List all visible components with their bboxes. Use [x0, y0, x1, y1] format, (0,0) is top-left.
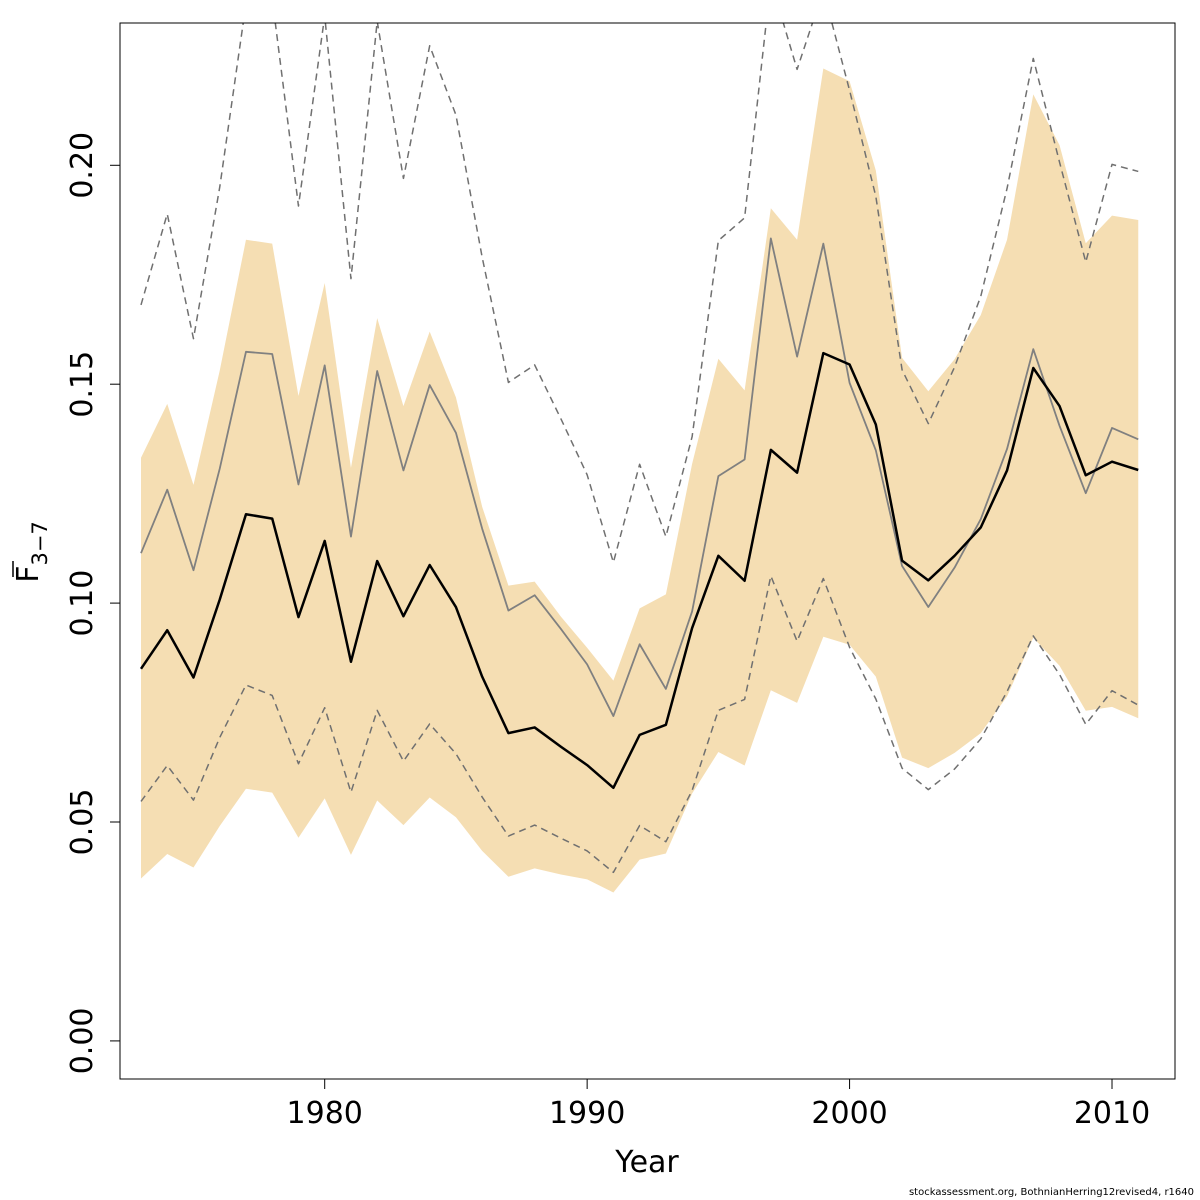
x-tick-label: 1990: [549, 1096, 625, 1131]
upper-bound-dashed-line: [140, 23, 1139, 564]
lower-bound-dashed-line: [140, 575, 1139, 874]
y-tick-label: 0.15: [65, 351, 100, 418]
x-axis: 1980 1990 2000 2010: [287, 1079, 1150, 1131]
x-tick-label: 2000: [811, 1096, 887, 1131]
confidence-band: [141, 68, 1139, 893]
y-axis-title: F3−7: [11, 521, 52, 583]
y-tick-label: 0.20: [65, 132, 100, 199]
footer-note: stockassessment.org, BothnianHerring12re…: [908, 1187, 1194, 1198]
confidence-band-layer: [141, 68, 1139, 893]
x-tick-label: 1980: [287, 1096, 363, 1131]
y-tick-label: 0.00: [65, 1008, 100, 1075]
y-axis: 0.00 0.05 0.10 0.15 0.20: [65, 132, 120, 1074]
plot-frame: [119, 22, 1176, 1080]
svg-text:F3−7: F3−7: [11, 521, 52, 583]
estimate-line: [139, 351, 1139, 790]
y-tick-label: 0.10: [65, 570, 100, 637]
x-axis-title: Year: [614, 1145, 679, 1180]
y-tick-label: 0.05: [65, 789, 100, 856]
series-layer: [139, 23, 1139, 874]
y-axis-title-main: F: [11, 566, 46, 583]
x-tick-label: 2010: [1074, 1096, 1150, 1131]
y-axis-title-subscript: 3−7: [28, 521, 52, 565]
